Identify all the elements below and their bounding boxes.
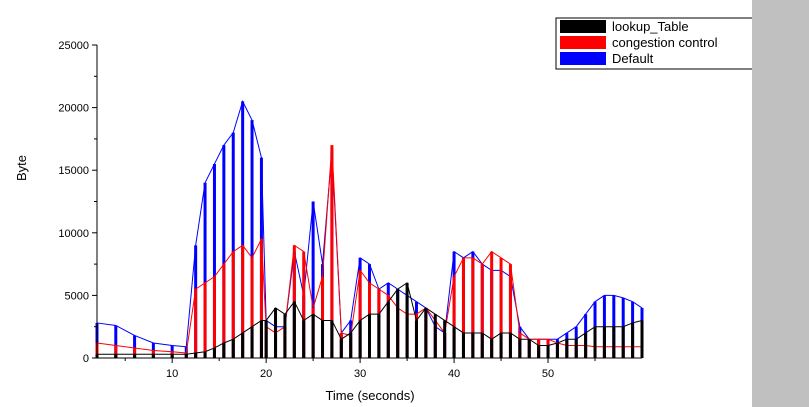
y-tick-label: 0 xyxy=(83,353,89,365)
x-tick-label: 10 xyxy=(166,368,178,380)
ticks: 10 20 30 40 50 0 5000 10000 15000 20000 25000 xyxy=(58,40,596,380)
legend-swatch xyxy=(560,20,606,33)
x-tick-label: 20 xyxy=(260,368,272,380)
legend-swatch xyxy=(560,52,606,65)
y-tick-label: 25000 xyxy=(58,40,89,52)
series-line xyxy=(97,282,643,355)
legend-swatch xyxy=(560,36,606,49)
x-tick-label: 50 xyxy=(542,368,554,380)
plot-series xyxy=(95,99,644,358)
y-axis-title: Byte xyxy=(14,155,29,181)
legend-label: lookup_Table xyxy=(612,19,689,34)
series-line xyxy=(96,99,643,348)
y-tick-label: 10000 xyxy=(58,228,89,240)
y-tick-label: 15000 xyxy=(58,165,89,177)
y-tick-label: 20000 xyxy=(58,103,89,115)
side-panel xyxy=(752,0,809,407)
legend-label: Default xyxy=(612,51,654,66)
y-tick-label: 5000 xyxy=(65,290,89,302)
series-lookup-table xyxy=(95,282,644,358)
x-axis-title: Time (seconds) xyxy=(325,388,414,403)
x-tick-label: 40 xyxy=(448,368,460,380)
legend-label: congestion control xyxy=(612,35,718,50)
x-tick-label: 30 xyxy=(354,368,366,380)
